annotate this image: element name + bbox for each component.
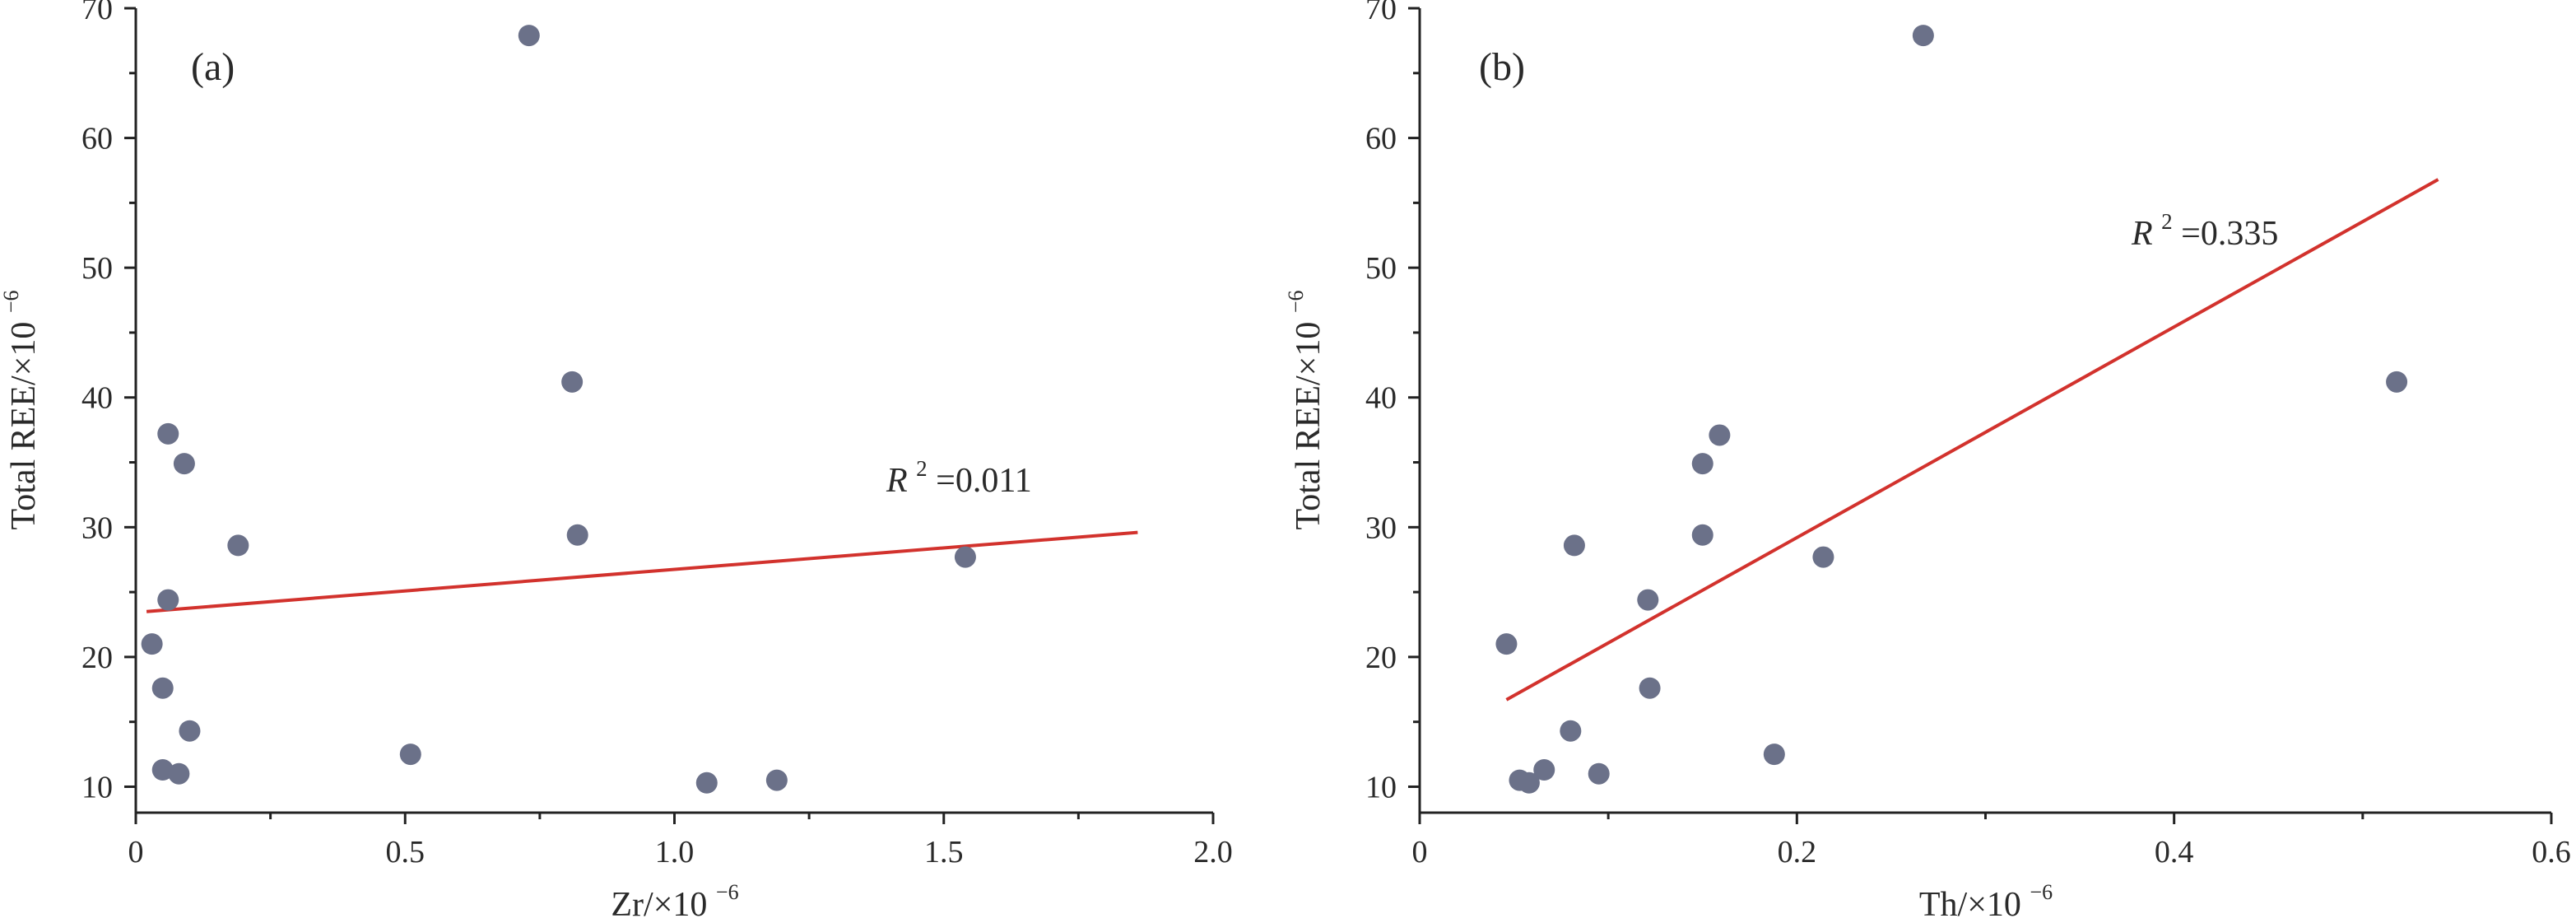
panel-a-data-point (954, 546, 976, 568)
panel-b-data-point (1912, 25, 1934, 47)
panel-b-data-point (1518, 771, 1540, 794)
panel-a-y-axis-title-text: Total REE/×10 (5, 322, 43, 530)
panel-a-data-point (399, 744, 421, 766)
panel-b-regression-line (1505, 178, 2439, 702)
panel-b-data-point (1637, 589, 1659, 611)
panel-a-data-point (173, 453, 195, 475)
panel-b-y-axis-title: Total REE/×10 −6 (1284, 290, 1328, 529)
panel-a-y-tick-label: 60 (81, 122, 113, 156)
panel-b-data-point (1560, 720, 1582, 742)
panel-b-data-point (1495, 633, 1518, 655)
panel-a-data-point (141, 633, 163, 655)
panel-a-x-tick-label: 1.5 (924, 835, 964, 869)
panel-b-data-point (1563, 534, 1585, 557)
panel-a-data-point (179, 720, 201, 742)
panel-b-data-point (1691, 524, 1713, 546)
panel-a-zr-vs-ree: 0 0.5 1.0 1.5 2.0 10 20 30 40 50 60 70 (a) R 2 =0.0… (0, 0, 1233, 923)
panel-a-y-tick-label: 30 (81, 510, 113, 545)
panel-b-x-axis-title-text: Th/×10 (1919, 886, 2021, 923)
panel-a-data-point (227, 534, 249, 557)
panel-b-r2-symbol: R (2131, 215, 2153, 253)
panel-b-data-point (1812, 546, 1834, 568)
panel-a-x-tick-label: 1.0 (655, 835, 695, 869)
panel-b-x-tick-label: 0.6 (2532, 835, 2571, 869)
panel-a-data-point (157, 422, 179, 445)
panel-a-y-axis-title: Total REE/×10 −6 (0, 290, 43, 529)
panel-a-x-axis-title-text: Zr/×10 (611, 886, 707, 923)
panel-b-y-tick-label: 20 (1365, 641, 1397, 675)
panel-a-x-axis-title-superscript: −6 (716, 880, 739, 904)
panel-a-y-tick-label: 50 (81, 251, 113, 286)
panel-a-data-point (157, 589, 179, 611)
panel-b-data-point (1691, 453, 1713, 475)
panel-a-r2-symbol: R (886, 462, 908, 500)
panel-a-regression-line (146, 530, 1138, 613)
panel-a-data-point (561, 371, 584, 393)
panel-b-x-tick-label: 0.2 (1778, 835, 1817, 869)
panel-a-label: (a) (191, 45, 235, 89)
panel-b-data-point (1588, 762, 1610, 785)
panel-a-x-tick-label: 2.0 (1193, 835, 1233, 869)
panel-b-label: (b) (1479, 45, 1525, 89)
panel-a-data-point (151, 758, 174, 781)
panel-a-y-tick-label: 20 (81, 641, 113, 675)
panel-a-data-point (765, 769, 788, 791)
panel-b-ticks: 0 0.2 0.4 0.6 10 20 30 40 50 60 70 (1365, 0, 2571, 869)
panel-b-data-point (1763, 744, 1785, 766)
panel-a-r2-annotation: R 2 =0.011 (886, 446, 1032, 500)
panel-a-r2-value: =0.011 (936, 462, 1032, 500)
panel-a-x-tick-label: 0 (128, 835, 144, 869)
panel-a-y-axis-title-superscript: −6 (0, 290, 23, 313)
panel-b-data-point (1709, 424, 1731, 446)
panel-b-data-point (1533, 758, 1555, 781)
panel-a-y-tick-label: 40 (81, 381, 113, 416)
panel-b-data-point (1639, 677, 1661, 699)
panel-a-x-tick-label: 0.5 (386, 835, 425, 869)
panel-b-points (1495, 25, 2408, 794)
panel-b-x-tick-label: 0 (1412, 835, 1428, 869)
panel-b-x-axis-title: Th/×10 −6 (1919, 880, 2053, 923)
panel-b-x-axis-title-superscript: −6 (2030, 880, 2053, 904)
panel-b-y-axis-title-text: Total REE/×10 (1290, 322, 1328, 530)
panel-b-y-tick-label: 60 (1365, 122, 1397, 156)
panel-b-x-tick-label: 0.4 (2155, 835, 2194, 869)
panel-b-r2-annotation: R 2 =0.335 (2131, 199, 2278, 253)
panel-a-data-point (566, 524, 588, 546)
panel-a-data-point (168, 762, 190, 785)
panel-a-data-point (695, 771, 718, 794)
panel-b-y-tick-label: 40 (1365, 381, 1397, 416)
panel-a-data-point (151, 677, 174, 699)
panel-b-y-tick-label: 70 (1365, 0, 1397, 26)
panel-b-y-tick-label: 30 (1365, 510, 1397, 545)
panel-a-ticks: 0 0.5 1.0 1.5 2.0 10 20 30 40 50 60 70 (81, 0, 1233, 869)
panel-a-x-axis-title: Zr/×10 −6 (611, 880, 738, 923)
panel-b-r2-superscript: 2 (2161, 209, 2173, 234)
panel-b-y-tick-label: 10 (1365, 770, 1397, 804)
panel-a-r2-superscript: 2 (916, 456, 928, 481)
panel-b-y-axis-title-superscript: −6 (1284, 290, 1308, 313)
panel-b-y-tick-label: 50 (1365, 251, 1397, 286)
panel-a-y-tick-label: 70 (81, 0, 113, 26)
panel-a-data-point (518, 25, 540, 47)
panel-a-points (141, 25, 976, 794)
panel-b-r2-value: =0.335 (2181, 215, 2278, 253)
panel-a-y-tick-label: 10 (81, 770, 113, 804)
panel-b-data-point (2386, 371, 2408, 393)
